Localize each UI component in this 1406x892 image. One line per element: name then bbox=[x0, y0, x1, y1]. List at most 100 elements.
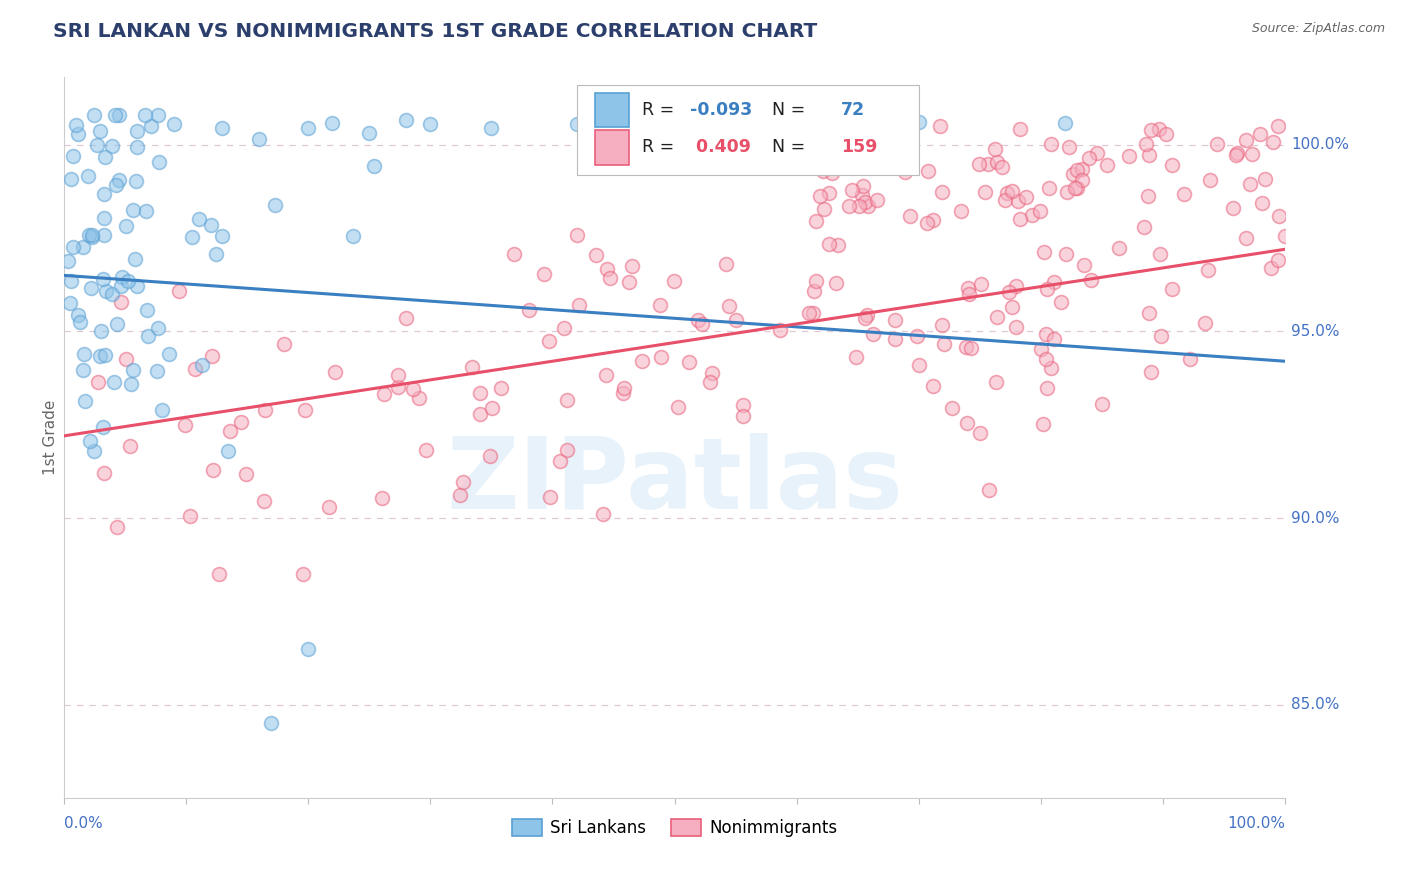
Text: 100.0%: 100.0% bbox=[1292, 137, 1350, 153]
Point bbox=[553, 321, 575, 335]
Point bbox=[77, 227, 100, 242]
Point bbox=[1040, 137, 1063, 152]
Point bbox=[481, 401, 503, 416]
Point bbox=[1004, 320, 1026, 334]
Point bbox=[93, 211, 115, 226]
Point bbox=[955, 340, 977, 354]
Point bbox=[415, 443, 437, 458]
Point bbox=[804, 214, 827, 228]
Point bbox=[977, 157, 1000, 171]
Point bbox=[1160, 282, 1182, 296]
Point bbox=[201, 349, 224, 363]
Point bbox=[894, 165, 917, 179]
Point bbox=[489, 381, 512, 395]
Point bbox=[82, 230, 104, 244]
Point bbox=[699, 375, 721, 389]
Point bbox=[1133, 219, 1156, 234]
Point bbox=[169, 284, 191, 298]
Point bbox=[1267, 252, 1289, 267]
Point bbox=[538, 490, 561, 504]
Point bbox=[1035, 351, 1057, 366]
Point bbox=[120, 377, 142, 392]
Point bbox=[1239, 177, 1261, 191]
Text: Source: ZipAtlas.com: Source: ZipAtlas.com bbox=[1251, 22, 1385, 36]
Y-axis label: 1st Grade: 1st Grade bbox=[44, 401, 58, 475]
Point bbox=[83, 108, 105, 122]
Point bbox=[595, 368, 617, 382]
Text: R =: R = bbox=[641, 101, 679, 119]
Point bbox=[1036, 381, 1059, 395]
Point bbox=[838, 199, 860, 213]
Point bbox=[136, 329, 159, 343]
Point bbox=[664, 274, 686, 288]
Point bbox=[818, 236, 841, 251]
Point bbox=[66, 308, 89, 322]
Point bbox=[122, 202, 145, 217]
Point bbox=[1035, 282, 1057, 296]
Point bbox=[811, 163, 834, 178]
Point bbox=[974, 185, 997, 199]
Point bbox=[157, 346, 180, 360]
Point bbox=[408, 391, 430, 405]
Point bbox=[105, 317, 128, 331]
Point bbox=[1001, 184, 1024, 198]
Point bbox=[1071, 161, 1094, 176]
Point bbox=[217, 444, 239, 458]
Point bbox=[851, 187, 873, 202]
Point bbox=[808, 189, 831, 203]
Point bbox=[395, 113, 418, 128]
Point bbox=[297, 641, 319, 656]
Point bbox=[993, 193, 1015, 207]
Point bbox=[666, 400, 689, 414]
Point bbox=[1139, 123, 1161, 137]
Point bbox=[146, 320, 169, 334]
Point bbox=[1000, 300, 1022, 314]
Point bbox=[1029, 204, 1052, 219]
Point bbox=[1032, 417, 1054, 431]
Point bbox=[1154, 127, 1177, 141]
Point bbox=[1080, 273, 1102, 287]
Point bbox=[59, 274, 82, 288]
Point bbox=[150, 402, 173, 417]
Point bbox=[1091, 397, 1114, 411]
Point bbox=[260, 716, 283, 731]
Point bbox=[908, 358, 931, 372]
Point bbox=[134, 108, 156, 122]
Point bbox=[69, 314, 91, 328]
Point bbox=[342, 229, 364, 244]
Point bbox=[80, 228, 103, 243]
Point bbox=[537, 334, 560, 349]
Text: 0.0%: 0.0% bbox=[63, 816, 103, 831]
Point bbox=[468, 407, 491, 421]
Point bbox=[67, 127, 90, 141]
Point bbox=[323, 365, 346, 379]
Point bbox=[977, 483, 1000, 497]
Point bbox=[105, 178, 128, 192]
Point bbox=[917, 164, 939, 178]
Point bbox=[1173, 187, 1195, 202]
Point bbox=[211, 121, 233, 136]
Point bbox=[124, 252, 146, 267]
Point bbox=[1140, 366, 1163, 380]
Point bbox=[969, 277, 991, 291]
Point bbox=[359, 127, 381, 141]
Point bbox=[565, 117, 588, 131]
Point bbox=[724, 313, 747, 327]
Point bbox=[619, 275, 641, 289]
Point bbox=[93, 227, 115, 242]
Point bbox=[1234, 133, 1257, 147]
Point bbox=[986, 376, 1008, 390]
Point bbox=[1050, 294, 1073, 309]
Point bbox=[73, 347, 96, 361]
Point bbox=[451, 475, 474, 489]
Point bbox=[80, 280, 103, 294]
Point bbox=[373, 387, 395, 401]
Point bbox=[502, 247, 524, 261]
Point bbox=[297, 120, 319, 135]
Point bbox=[318, 500, 340, 515]
Point bbox=[79, 434, 101, 449]
Point bbox=[110, 279, 132, 293]
Point bbox=[997, 285, 1019, 300]
Point bbox=[555, 392, 578, 407]
Point bbox=[884, 332, 907, 346]
